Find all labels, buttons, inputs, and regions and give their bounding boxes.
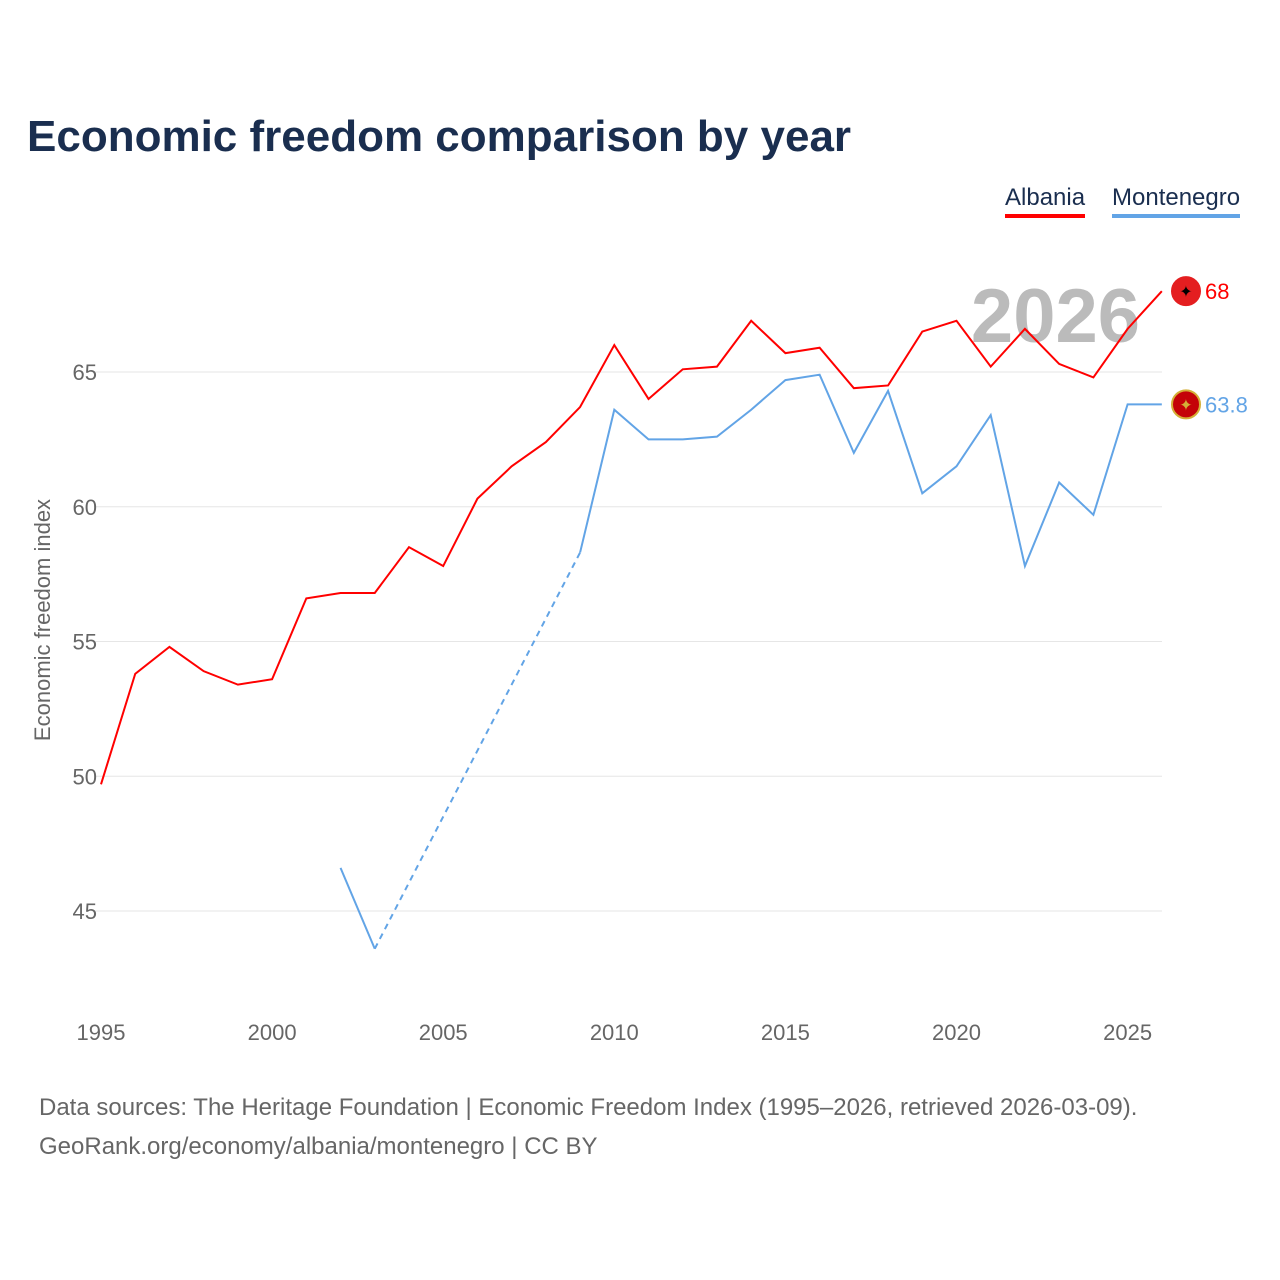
flag-emblem-icon: ✦ (1179, 284, 1192, 301)
x-tick-label: 2020 (932, 1020, 981, 1045)
flag-montenegro-icon (1171, 389, 1201, 420)
gap-line-montenegro (373, 552, 581, 950)
y-axis-label: Economic freedom index (30, 499, 55, 741)
x-tick-label: 2015 (761, 1020, 810, 1045)
series-line-montenegro (339, 867, 376, 950)
series-line-albania (100, 290, 1163, 785)
x-tick-label: 1995 (77, 1020, 126, 1045)
flag-albania-icon (1171, 276, 1201, 307)
end-value-label: 68 (1205, 279, 1229, 304)
flag-emblem-icon: ✦ (1179, 397, 1192, 414)
y-tick-label: 55 (73, 630, 97, 655)
footer-link[interactable]: GeoRank.org/economy/albania/montenegro |… (39, 1133, 598, 1160)
y-tick-label: 60 (73, 495, 97, 520)
chart-title: Economic freedom comparison by year (27, 112, 852, 161)
legend-montenegro[interactable]: Montenegro (1112, 184, 1241, 218)
footer: Data sources: The Heritage Foundation | … (39, 1088, 1137, 1166)
year-watermark: 2026 (971, 274, 1140, 359)
y-tick-label: 45 (73, 899, 97, 924)
y-tick-label: 50 (73, 764, 97, 789)
series-line-montenegro (579, 373, 1162, 570)
footer-sources: Data sources: The Heritage Foundation | … (39, 1094, 1138, 1121)
end-value-label: 63.8 (1205, 392, 1248, 417)
x-tick-label: 2010 (590, 1020, 639, 1045)
x-tick-label: 2005 (419, 1020, 468, 1045)
x-tick-label: 2025 (1103, 1020, 1152, 1045)
y-tick-label: 65 (73, 360, 97, 385)
x-tick-label: 2000 (248, 1020, 297, 1045)
legend-albania[interactable]: Albania (1005, 184, 1086, 218)
